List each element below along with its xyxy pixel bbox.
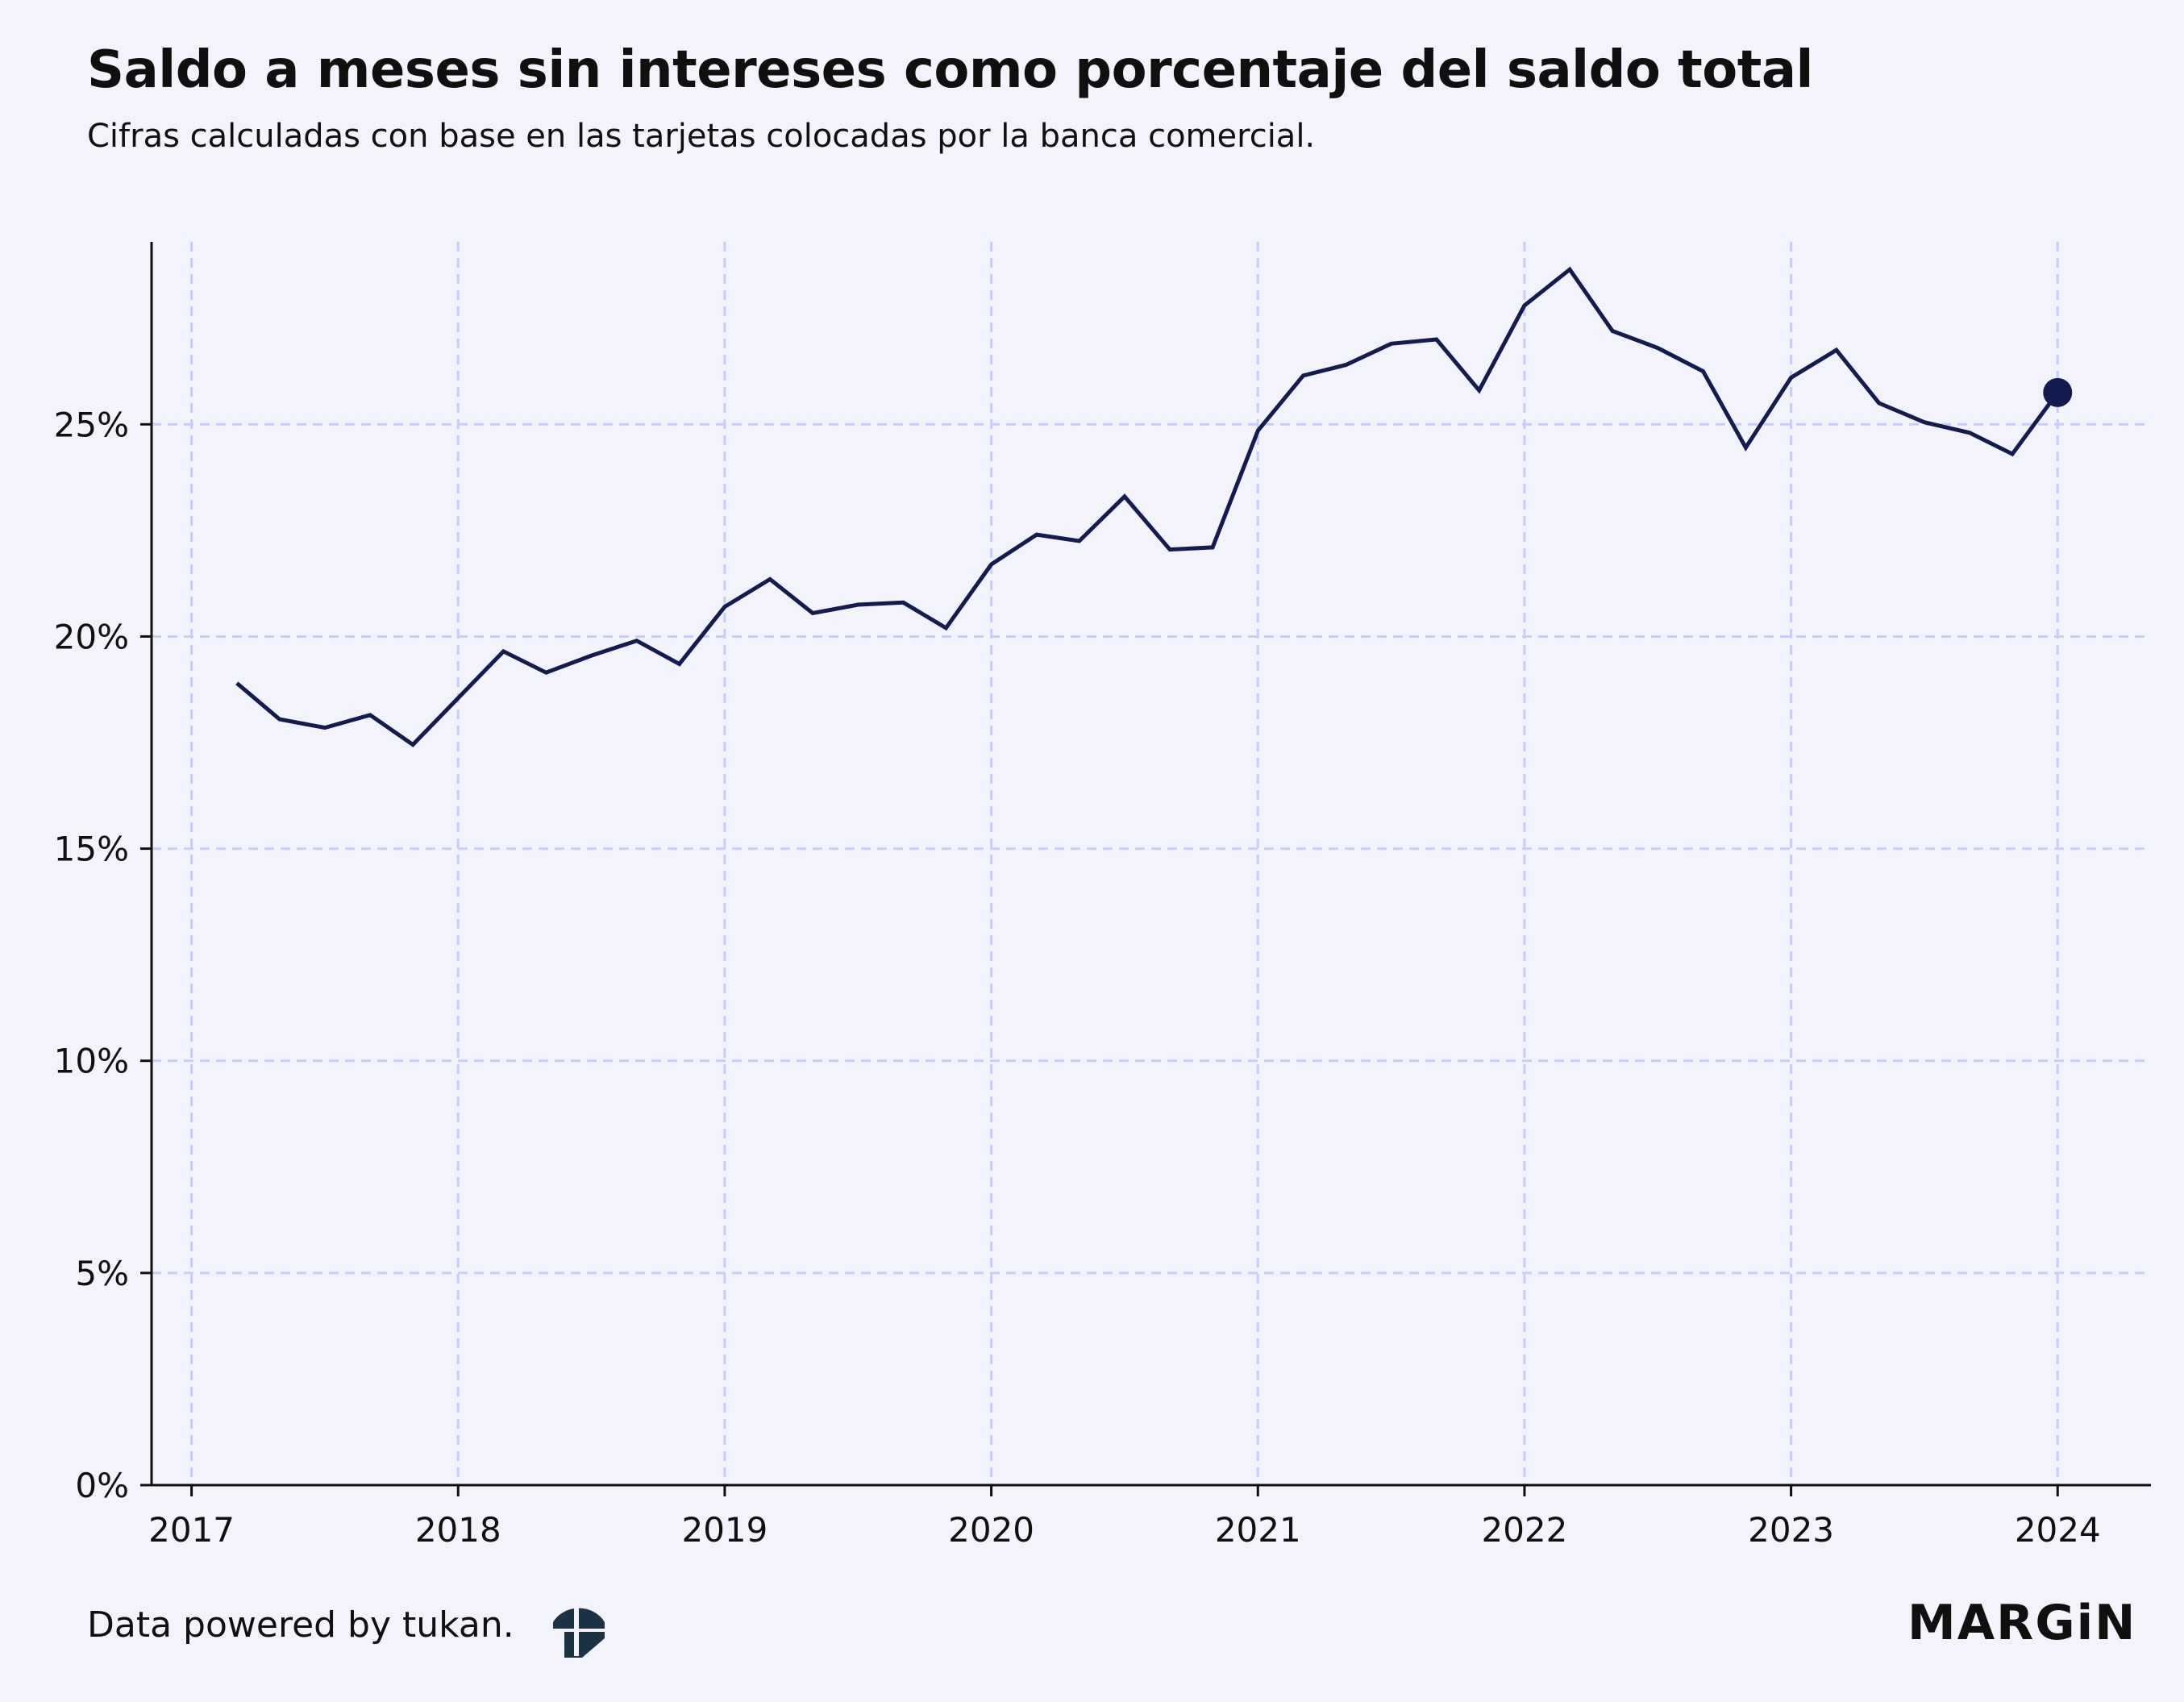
line-chart: 2017 2018 2019 2020 2021 2022 2023 2024 0% 5% 10% 1… — [54, 242, 2151, 1550]
x-tick-label: 2021 — [1215, 1510, 1301, 1550]
x-tick-label: 2019 — [681, 1510, 768, 1550]
series — [235, 266, 2073, 747]
chart-title: Saldo a meses sin intereses como porcent… — [87, 40, 1813, 100]
axes — [140, 242, 2151, 1496]
y-tick-label: 0% — [75, 1466, 129, 1505]
grid-lines — [152, 242, 2151, 1485]
x-tick-label: 2017 — [148, 1510, 235, 1550]
tukan-logo-icon — [553, 1603, 605, 1658]
chart-subtitle: Cifras calculadas con base en las tarjet… — [87, 118, 1316, 155]
x-tick-label: 2018 — [415, 1510, 501, 1550]
series-end-point — [2043, 377, 2073, 407]
y-tick-label: 5% — [75, 1254, 129, 1293]
x-tick-label: 2024 — [2015, 1510, 2101, 1550]
tick-labels: 2017 2018 2019 2020 2021 2022 2023 2024 0% 5% 10% 1… — [54, 405, 2101, 1550]
y-tick-label: 20% — [54, 617, 129, 656]
y-tick-label: 15% — [54, 830, 129, 869]
x-tick-label: 2022 — [1481, 1510, 1567, 1550]
x-tick-label: 2023 — [1748, 1510, 1834, 1550]
y-tick-label: 10% — [54, 1042, 129, 1081]
y-tick-label: 25% — [54, 405, 129, 444]
x-tick-label: 2020 — [948, 1510, 1034, 1550]
margin-logo: MARGiN — [1907, 1595, 2137, 1651]
series-line — [235, 266, 2060, 747]
footer-credit: Data powered by tukan. — [87, 1604, 514, 1646]
